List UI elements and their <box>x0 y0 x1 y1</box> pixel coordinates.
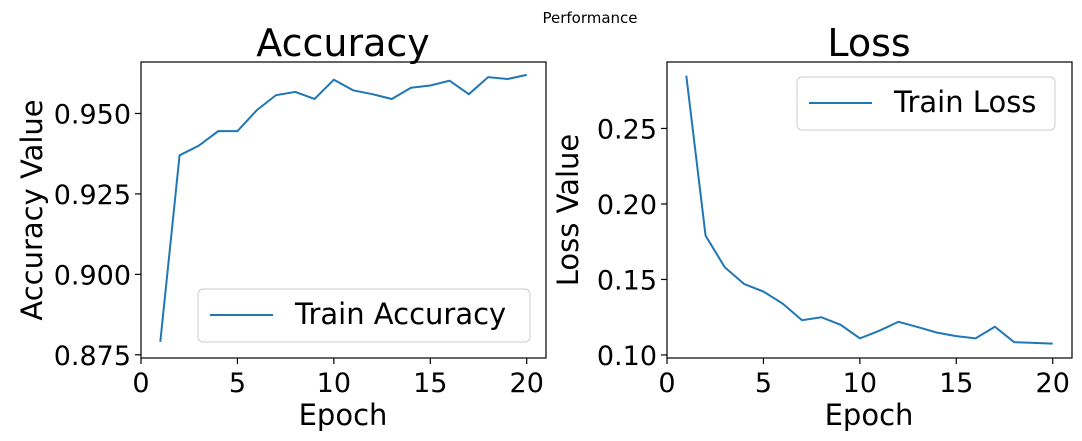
loss-y-tick-label: 0.10 <box>597 341 657 372</box>
loss-legend-box <box>796 76 1056 131</box>
accuracy-x-tick-label: 15 <box>413 368 447 399</box>
accuracy-y-tick-label: 0.875 <box>54 341 131 372</box>
accuracy-y-axis-label: Accuracy Value <box>15 99 49 320</box>
loss-panel: Loss 0 5 10 15 20 0.10 0.15 0.20 0.25 Epoch Los… <box>551 21 1073 432</box>
accuracy-x-axis-label: Epoch <box>299 398 388 432</box>
accuracy-x-tick-label: 0 <box>132 368 149 399</box>
loss-series-line <box>685 75 1053 345</box>
loss-y-axis-label: Loss Value <box>551 134 585 286</box>
loss-y-ticks: 0.10 0.15 0.20 0.25 <box>597 114 667 372</box>
loss-x-ticks: 0 5 10 15 20 <box>658 358 1070 399</box>
accuracy-x-tick-label: 20 <box>510 368 544 399</box>
loss-title: Loss <box>827 21 910 65</box>
loss-plot-frame <box>666 61 1073 359</box>
accuracy-panel: Accuracy 0 5 10 15 20 0.875 0.900 0.925 0.950 E… <box>15 21 547 432</box>
figure-suptitle: Performance <box>542 9 637 27</box>
accuracy-title: Accuracy <box>256 21 430 65</box>
loss-x-tick-label: 15 <box>939 368 973 399</box>
loss-y-tick-label: 0.25 <box>597 114 657 145</box>
accuracy-y-ticks: 0.875 0.900 0.925 0.950 <box>54 99 141 372</box>
loss-x-tick-label: 0 <box>658 368 675 399</box>
accuracy-plot-frame <box>140 61 547 359</box>
loss-y-tick-label: 0.15 <box>597 265 657 296</box>
accuracy-legend-box <box>197 288 531 343</box>
loss-x-tick-label: 20 <box>1036 368 1070 399</box>
accuracy-x-tick-label: 5 <box>229 368 246 399</box>
accuracy-legend: Train Accuracy <box>197 288 531 343</box>
loss-legend-label: Train Loss <box>893 85 1036 119</box>
loss-x-tick-label: 10 <box>843 368 877 399</box>
loss-x-axis-label: Epoch <box>825 398 914 432</box>
loss-y-tick-label: 0.20 <box>597 190 657 221</box>
accuracy-series-line <box>159 73 527 343</box>
accuracy-y-tick-label: 0.950 <box>54 99 131 130</box>
accuracy-x-ticks: 0 5 10 15 20 <box>132 358 544 399</box>
accuracy-y-tick-label: 0.900 <box>54 260 131 291</box>
loss-legend: Train Loss <box>796 76 1056 131</box>
accuracy-x-tick-label: 10 <box>317 368 351 399</box>
loss-x-tick-label: 5 <box>755 368 772 399</box>
accuracy-legend-label: Train Accuracy <box>294 297 506 331</box>
accuracy-y-tick-label: 0.925 <box>54 180 131 211</box>
